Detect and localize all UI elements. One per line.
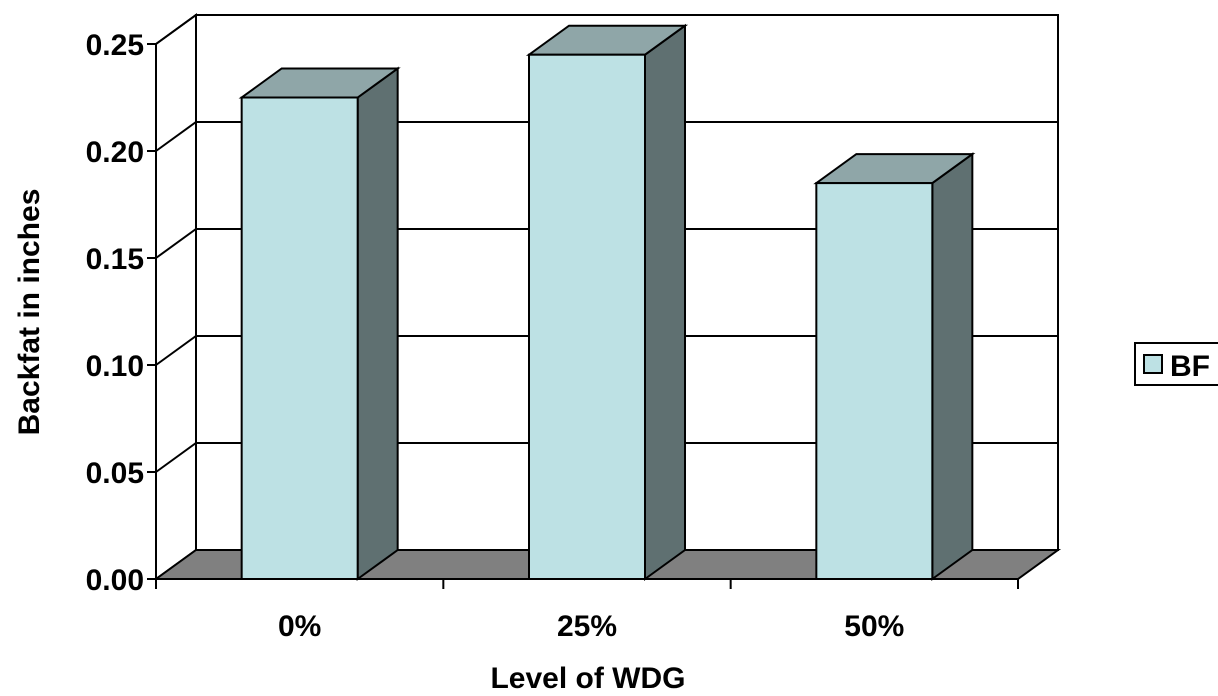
y-tick-label: 0.25 bbox=[86, 29, 144, 62]
gridlines bbox=[155, 14, 1058, 473]
y-tick-label: 0.20 bbox=[86, 136, 144, 169]
y-tick-label: 0.00 bbox=[86, 564, 144, 597]
side-wall bbox=[155, 13, 197, 581]
legend: BF bbox=[1134, 342, 1218, 386]
y-tick-label: 0.10 bbox=[86, 350, 144, 383]
bars bbox=[238, 23, 976, 581]
x-tick-label: 25% bbox=[557, 610, 617, 643]
gridline bbox=[155, 335, 1058, 366]
bar-side bbox=[931, 152, 974, 581]
bar-front bbox=[240, 96, 359, 580]
legend-label: BF bbox=[1170, 350, 1210, 383]
y-tick-label: 0.05 bbox=[86, 457, 144, 490]
legend-swatch bbox=[1143, 354, 1163, 374]
x-axis-title: Level of WDG bbox=[490, 662, 685, 695]
y-axis-title: Backfat in inches bbox=[13, 189, 46, 436]
x-tick-label: 0% bbox=[278, 610, 321, 643]
gridline bbox=[155, 121, 1058, 152]
gridline bbox=[155, 442, 1058, 473]
y-tick-label: 0.15 bbox=[86, 243, 144, 276]
bar-50pct bbox=[813, 152, 976, 581]
bar-side bbox=[644, 23, 686, 581]
bar-front bbox=[815, 182, 934, 580]
bar-front bbox=[528, 53, 646, 580]
bar-0pct bbox=[238, 66, 401, 581]
x-tick-labels: 0% 25% 50% bbox=[278, 610, 904, 643]
bar-side bbox=[356, 66, 399, 581]
y-tick-labels: 0.00 0.05 0.10 0.15 0.20 0.25 bbox=[86, 29, 144, 597]
x-tick-label: 50% bbox=[844, 610, 904, 643]
gridline bbox=[155, 14, 1058, 45]
gridline bbox=[155, 228, 1058, 259]
bar-25pct bbox=[525, 23, 689, 581]
